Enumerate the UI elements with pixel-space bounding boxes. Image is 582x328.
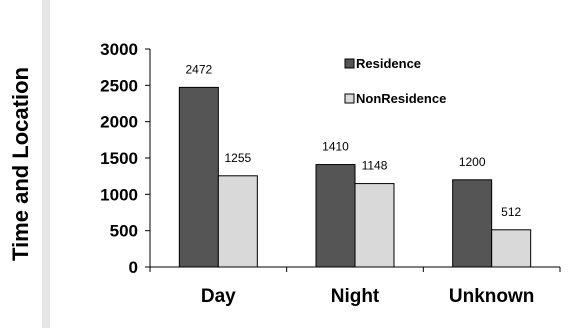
- bar-nonresidence-night: [354, 183, 395, 268]
- data-label: 1148: [362, 159, 388, 173]
- y-axis-title-panel: Time and Location: [0, 0, 42, 328]
- category-label: Day: [201, 286, 236, 307]
- data-label: 2472: [185, 62, 212, 76]
- y-tick-label: 2000: [100, 113, 138, 132]
- bar-nonresidence-day: [217, 175, 258, 268]
- category-label: Night: [331, 286, 380, 307]
- bar-nonresidence-unknown: [491, 229, 532, 268]
- bar-residence-day: [178, 86, 219, 268]
- bar-residence-night: [315, 164, 356, 268]
- y-tick-label: 0: [129, 258, 138, 277]
- y-tick-label: 1500: [100, 149, 138, 168]
- data-label: 1200: [459, 155, 486, 169]
- panel-divider: [42, 0, 50, 328]
- legend-label-nonresidence: NonResidence: [356, 91, 446, 106]
- legend-label-residence: Residence: [356, 56, 421, 71]
- data-label: 1255: [224, 151, 251, 165]
- y-tick-label: 2500: [100, 76, 138, 95]
- legend-swatch-nonresidence: [344, 93, 355, 104]
- y-axis-title: Time and Location: [8, 67, 33, 261]
- data-label: 512: [501, 205, 521, 219]
- bar-residence-unknown: [452, 179, 493, 268]
- bar-chart: 0 500 1000 1500 2000 2500 3000 2472 1255 Day 1410 1…: [100, 40, 561, 307]
- data-label: 1410: [322, 140, 349, 154]
- chart-area: 0 500 1000 1500 2000 2500 3000 2472 1255 Day 1410 1…: [50, 0, 582, 328]
- y-tick-label: 500: [110, 222, 138, 241]
- legend-swatch-residence: [344, 58, 355, 69]
- y-tick-label: 3000: [100, 40, 138, 59]
- y-tick-label: 1000: [100, 185, 138, 204]
- category-label: Unknown: [449, 286, 535, 307]
